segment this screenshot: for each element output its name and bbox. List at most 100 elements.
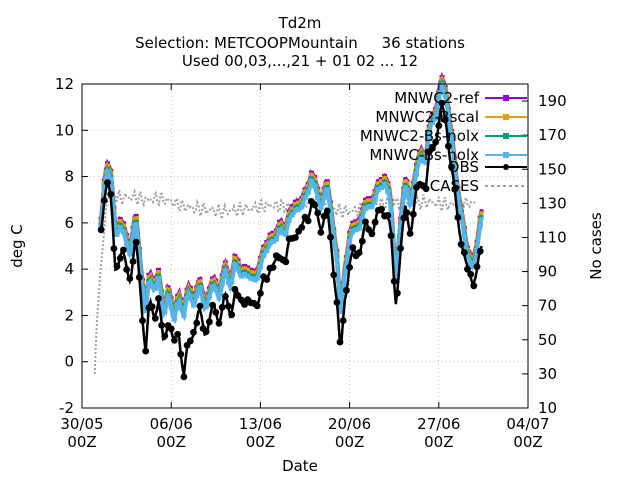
series-marker: [257, 264, 263, 270]
y2-tick-label: 150: [538, 160, 567, 178]
x-tick-label-hour: 00Z: [157, 433, 186, 451]
series-marker: [369, 204, 375, 210]
series-marker: [350, 223, 356, 229]
series-marker: [353, 227, 359, 233]
obs-marker: [403, 209, 411, 217]
series-marker: [363, 200, 368, 205]
series-marker: [321, 194, 327, 200]
x-tick-label-date: 27/06: [417, 415, 460, 433]
obs-marker: [371, 218, 379, 226]
obs-marker: [406, 230, 414, 237]
x-tick-label-date: 30/05: [60, 415, 103, 433]
series-marker: [127, 251, 133, 257]
obs-marker: [441, 116, 449, 124]
series-marker: [270, 238, 276, 244]
y2-tick-label: 90: [538, 263, 557, 281]
obs-marker: [135, 274, 143, 281]
series-marker: [159, 297, 165, 303]
series-marker: [347, 238, 353, 244]
series-marker: [302, 195, 308, 201]
series-marker: [222, 268, 228, 274]
series-marker: [251, 271, 257, 277]
series-marker: [213, 286, 219, 292]
obs-marker: [177, 350, 185, 358]
obs-marker: [97, 226, 105, 234]
series-marker: [439, 83, 445, 89]
obs-marker: [116, 254, 124, 262]
series-marker: [382, 182, 388, 187]
series-marker: [120, 229, 126, 235]
obs-marker: [476, 247, 484, 255]
y-tick-label: 0: [64, 353, 74, 371]
x-tick-label-hour: 00Z: [335, 433, 364, 451]
series-marker: [407, 201, 413, 207]
series-marker: [267, 234, 273, 240]
series-marker: [379, 185, 384, 191]
y2-tick-label: 30: [538, 365, 557, 383]
obs-marker: [129, 258, 137, 265]
obs-marker: [394, 289, 401, 297]
obs-marker: [142, 347, 150, 355]
obs-marker: [457, 240, 465, 248]
y-tick-label: 10: [55, 121, 74, 139]
series-marker: [296, 206, 302, 212]
series-marker: [206, 294, 212, 300]
series-marker: [254, 275, 260, 281]
series-marker: [238, 273, 244, 279]
series-marker: [114, 232, 120, 237]
y2-tick-label: 130: [538, 194, 567, 212]
series-marker: [143, 308, 149, 314]
obs-marker: [253, 302, 261, 310]
series-marker: [468, 260, 474, 266]
series-marker: [324, 187, 330, 193]
series-marker: [175, 301, 181, 307]
obs-marker: [355, 249, 363, 256]
obs-marker: [148, 303, 156, 311]
legend-label: MNWC2-Bs-nolx: [360, 127, 479, 145]
series-marker: [238, 267, 244, 273]
series-marker: [277, 222, 282, 228]
x-tick-label-date: 13/06: [239, 415, 282, 433]
series-marker: [292, 207, 298, 213]
obs-marker: [384, 212, 392, 219]
obs-marker: [113, 262, 121, 270]
obs-marker: [104, 179, 111, 187]
obs-marker: [190, 328, 197, 336]
series-marker: [359, 215, 365, 221]
obs-marker: [292, 234, 299, 241]
series-marker: [315, 194, 321, 200]
series-marker: [353, 221, 359, 227]
y2-tick-label: 110: [538, 228, 567, 246]
obs-marker: [158, 321, 166, 329]
obs-marker: [132, 238, 140, 246]
series-marker: [171, 316, 177, 322]
series-marker: [156, 275, 161, 281]
series-marker: [264, 248, 270, 254]
series-marker: [165, 287, 171, 293]
chart-subtitle-used: Used 00,03,...,21 + 01 02 ... 12: [182, 52, 418, 70]
x-tick-label-date: 04/07: [506, 415, 549, 433]
series-marker: [235, 266, 241, 272]
series-marker: [337, 309, 343, 315]
series-marker: [197, 279, 203, 285]
series-marker: [245, 267, 251, 273]
series-marker: [292, 202, 298, 207]
series-marker: [117, 219, 123, 225]
series-marker: [108, 176, 114, 182]
obs-marker: [139, 317, 146, 325]
obs-marker: [422, 185, 430, 193]
obs-marker: [126, 275, 134, 282]
x-tick-label-date: 06/06: [150, 415, 193, 433]
series-marker: [426, 132, 432, 138]
obs-marker: [282, 258, 290, 266]
y-tick-label: -2: [59, 399, 74, 417]
legend-label: CASES: [430, 177, 479, 195]
y-tick-label: 12: [55, 75, 74, 93]
x-tick-label-hour: 00Z: [246, 433, 275, 451]
series-marker: [133, 222, 139, 227]
obs-marker: [368, 230, 376, 238]
obs-marker: [409, 210, 417, 218]
series-marker: [277, 227, 282, 233]
series-marker: [149, 283, 155, 289]
series-marker: [168, 304, 174, 310]
